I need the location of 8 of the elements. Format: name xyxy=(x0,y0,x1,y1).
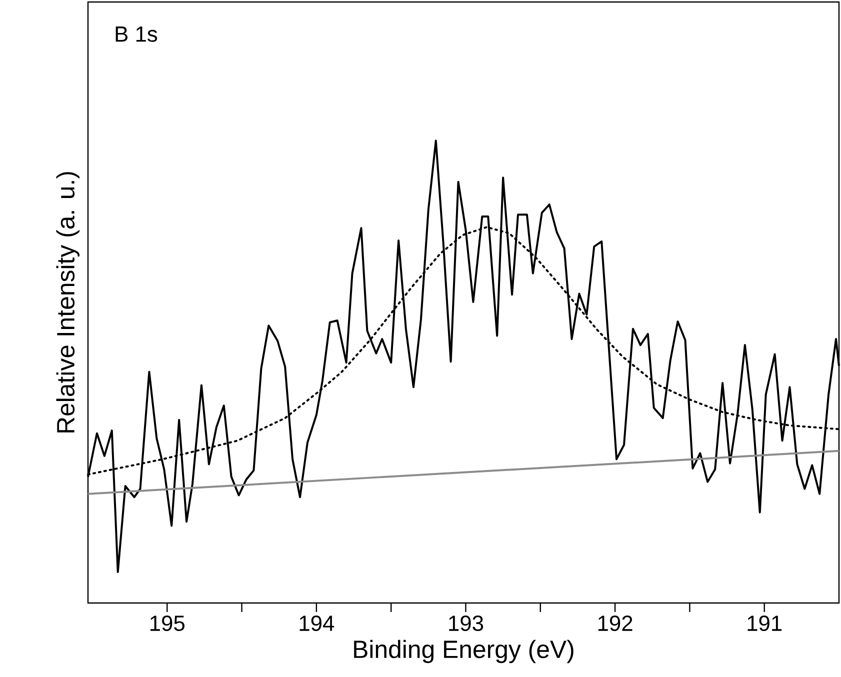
text: B 1s xyxy=(116,26,158,42)
x-tick-label: 193 xyxy=(449,616,484,632)
x-tick-label: 194 xyxy=(300,616,334,632)
x-axis-title: Binding Energy (eV) xyxy=(354,640,574,664)
x-tick-label: 192 xyxy=(598,616,632,632)
x-tick-label: 195 xyxy=(150,616,184,632)
x-tick-label: 191 xyxy=(748,616,782,632)
y-axis-title: Relative Intensity (a. u.) xyxy=(56,172,80,432)
